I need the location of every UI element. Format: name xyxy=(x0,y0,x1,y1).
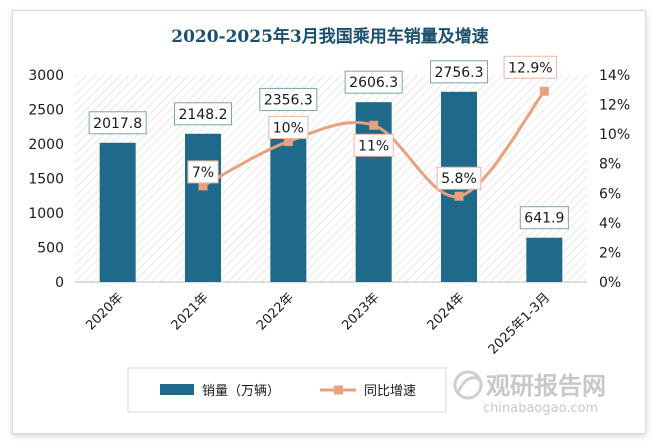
bar-value-label-box xyxy=(519,206,569,230)
bar-value-label: 641.9 xyxy=(524,211,564,227)
growth-value-label: 12.9% xyxy=(508,60,552,76)
bar-value-label-group: 2148.2 xyxy=(174,102,232,126)
y-right-tick-label: 10% xyxy=(599,127,630,143)
growth-value-label-box xyxy=(268,116,309,140)
growth-value-label-box xyxy=(353,133,394,157)
y-left-tick-label: 0 xyxy=(55,275,64,291)
line-point xyxy=(283,137,293,147)
y-left-tick-label: 500 xyxy=(37,241,64,257)
bar-value-label-box xyxy=(344,70,403,94)
y-left-tick-label: 2000 xyxy=(28,137,64,153)
line-point xyxy=(454,191,464,201)
y-right-tick-label: 2% xyxy=(599,245,621,261)
bar-value-label-box xyxy=(259,87,318,111)
bar-value-label-box xyxy=(430,60,488,84)
growth-value-label-group: 7% xyxy=(187,160,219,184)
x-tick-label: 2023年 xyxy=(339,290,382,333)
y-right-tick-label: 12% xyxy=(599,98,630,114)
watermark: 观研报告网 chinabaogao.com xyxy=(453,370,606,416)
growth-value-label-box xyxy=(436,166,482,190)
legend-line-marker xyxy=(334,385,343,395)
bar-value-label-group: 641.9 xyxy=(519,206,569,230)
watermark-text-en: chinabaogao.com xyxy=(483,401,598,416)
bar-value-label: 2756.3 xyxy=(435,65,484,81)
growth-value-label: 7% xyxy=(192,165,214,181)
data-labels: 2017.8 2148.2 2356.3 2606.3 2756.3 641.9 7% 10%… xyxy=(88,55,569,230)
x-tick-label: 2024年 xyxy=(425,290,468,333)
growth-value-label: 5.8% xyxy=(441,171,477,187)
bar-value-label-group: 2756.3 xyxy=(430,60,488,84)
bar-value-label-box xyxy=(174,102,232,126)
legend-line-label: 同比增速 xyxy=(364,384,416,399)
growth-value-label-group: 5.8% xyxy=(436,166,482,190)
y-right-tick-label: 14% xyxy=(599,68,630,84)
growth-value-label-group: 10% xyxy=(268,116,309,140)
y-right-tick-label: 4% xyxy=(599,216,621,232)
x-tick-label: 2025年1-3月 xyxy=(486,290,553,357)
line-point xyxy=(369,120,379,130)
growth-value-label: 10% xyxy=(273,121,304,137)
bar-value-label: 2606.3 xyxy=(349,75,398,91)
bar-value-label-box xyxy=(88,111,147,135)
growth-line xyxy=(202,90,546,198)
x-tick-label: 2022年 xyxy=(254,290,297,333)
legend: 销量（万辆） 同比增速 xyxy=(127,367,447,413)
line-point xyxy=(539,86,549,96)
bar-value-label: 2148.2 xyxy=(179,107,228,123)
y-left-tick-label: 1000 xyxy=(28,206,64,222)
bar xyxy=(526,237,563,282)
legend-bar-swatch xyxy=(160,384,194,395)
bar-value-label: 2356.3 xyxy=(264,92,313,108)
y-right-tick-label: 6% xyxy=(599,186,621,202)
y-right-tick-label: 8% xyxy=(599,157,621,173)
growth-value-label: 11% xyxy=(358,138,389,154)
growth-value-label-box xyxy=(503,55,558,79)
growth-value-label-box xyxy=(187,160,219,184)
watermark-logo-icon xyxy=(453,370,483,400)
chart-title: 2020-2025年3月我国乘用车销量及增速 xyxy=(171,26,489,47)
y-left-tick-label: 3000 xyxy=(28,68,64,84)
y-right-tick-label: 0% xyxy=(599,275,621,291)
x-tick-label: 2021年 xyxy=(169,290,212,333)
watermark-text-cn: 观研报告网 xyxy=(486,372,606,400)
line-series xyxy=(198,86,549,201)
bar xyxy=(185,133,221,282)
bar-value-label-group: 2606.3 xyxy=(344,70,403,94)
legend-bar-label: 销量（万辆） xyxy=(202,384,280,399)
line-point xyxy=(198,181,208,191)
y-left-tick-label: 1500 xyxy=(28,172,64,188)
bar xyxy=(99,142,136,282)
watermark-logo-swoosh xyxy=(456,376,481,393)
bar-value-label: 2017.8 xyxy=(93,116,142,132)
y-left-tick-label: 2500 xyxy=(28,103,64,119)
x-tick-label: 2020年 xyxy=(83,290,126,333)
growth-value-label-group: 11% xyxy=(353,133,394,157)
plot-area xyxy=(75,75,587,282)
bar-value-label-group: 2017.8 xyxy=(88,111,147,135)
growth-value-label-group: 12.9% xyxy=(503,55,558,79)
bar-value-label-group: 2356.3 xyxy=(259,87,318,111)
